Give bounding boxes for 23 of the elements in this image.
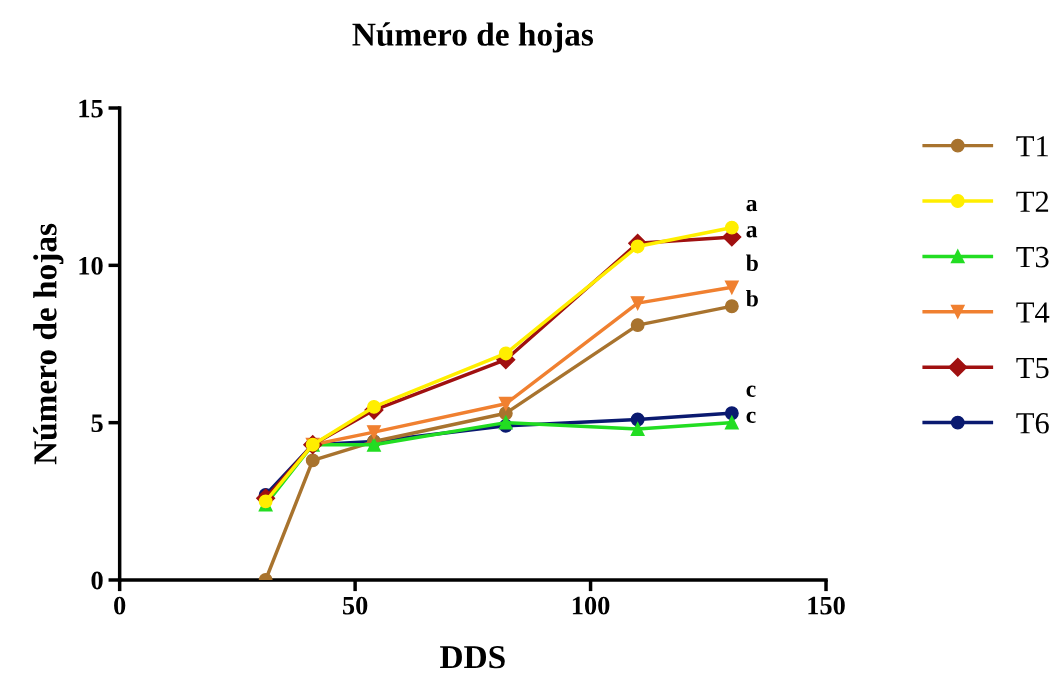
legend-label: T6 xyxy=(1016,413,1049,434)
legend-label: T4 xyxy=(1016,302,1050,323)
data-label: a xyxy=(746,226,758,238)
x-tick-label: 0 xyxy=(114,596,126,615)
legend-label: T3 xyxy=(1016,246,1049,268)
legend-label: T2 xyxy=(1016,191,1049,212)
x-tick-label: 50 xyxy=(342,596,368,615)
chart-title: Número de hojas xyxy=(352,22,594,53)
data-label: c xyxy=(746,385,756,397)
data-label: a xyxy=(746,199,758,212)
y-axis-title: Número de hojas xyxy=(33,223,64,465)
data-label: b xyxy=(746,254,758,272)
data-label: c xyxy=(746,411,756,423)
legend-label: T5 xyxy=(1016,357,1049,379)
x-axis-title: DDS xyxy=(440,645,505,669)
data-label: b xyxy=(746,289,758,307)
x-tick-label: 150 xyxy=(808,596,845,615)
x-tick-label: 100 xyxy=(572,596,610,615)
y-tick-label: 15 xyxy=(79,99,103,118)
legend-label: T1 xyxy=(1016,136,1048,157)
y-tick-label: 5 xyxy=(91,414,103,433)
y-tick-label: 0 xyxy=(91,571,103,590)
y-tick-label: 10 xyxy=(79,256,103,275)
